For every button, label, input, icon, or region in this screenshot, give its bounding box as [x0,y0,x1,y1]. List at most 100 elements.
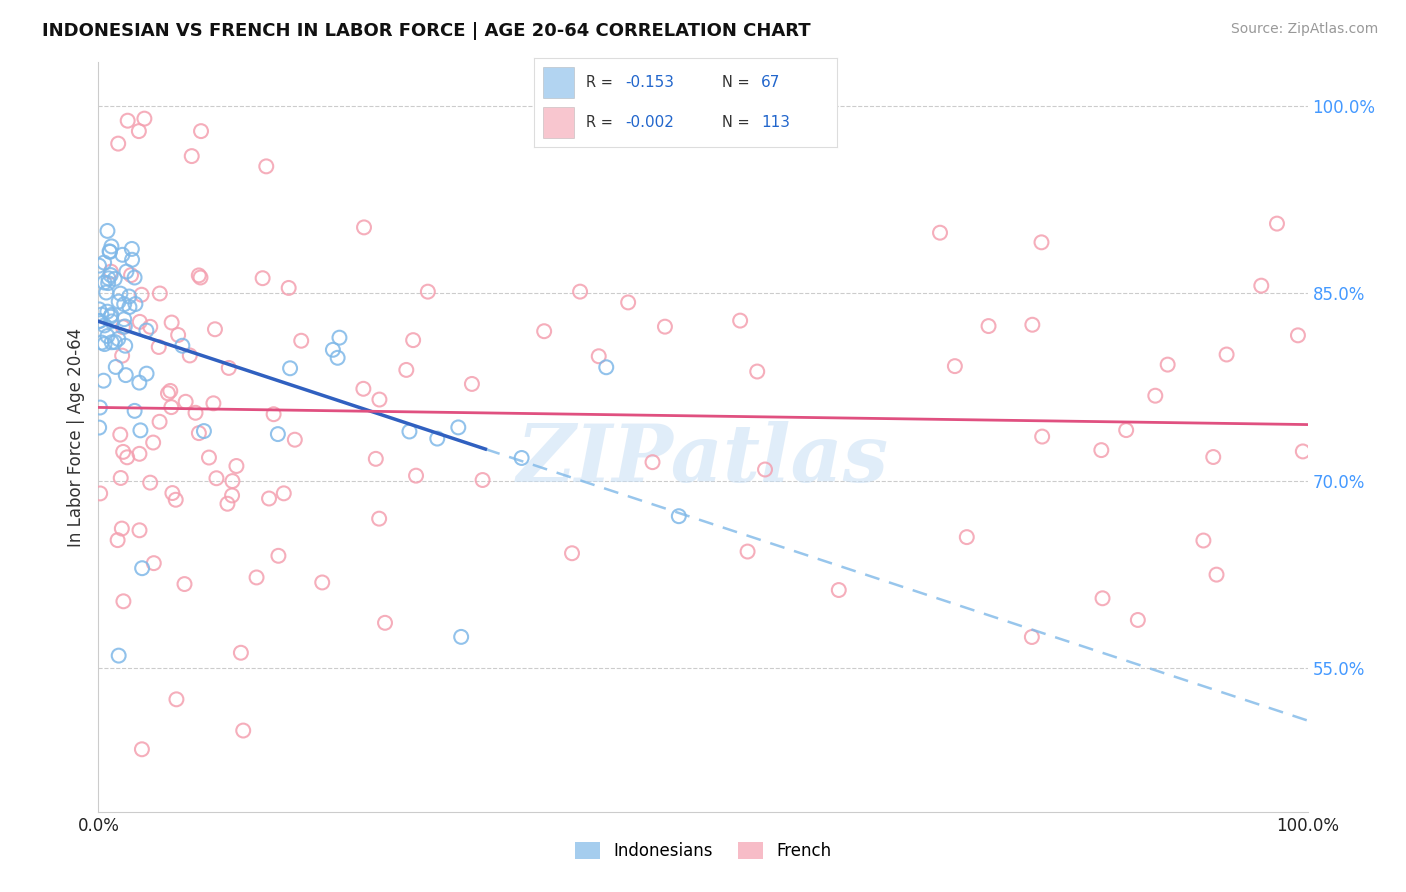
Point [93,276,115,290]
Point [112,445,135,459]
Point [93,255,115,269]
Point [1250,278,1272,293]
Point [100,310,122,324]
Point [87,314,110,328]
Point [1215,347,1237,361]
Point [89,314,111,328]
Point [754,462,776,476]
Point [134,112,156,126]
Point [111,522,134,536]
Point [190,124,212,138]
FancyBboxPatch shape [543,107,574,138]
Point [290,334,312,348]
Point [112,594,135,608]
Point [263,407,285,421]
Point [156,386,179,401]
Point [405,468,427,483]
Point [1265,217,1288,231]
Text: N =: N = [721,115,749,130]
Point [232,723,254,738]
Point [225,458,247,473]
Point [254,160,277,174]
Point [179,348,201,362]
Point [98,244,121,259]
Point [1292,444,1315,458]
Point [205,471,228,485]
Point [398,425,420,439]
Point [139,475,162,490]
Point [257,491,280,506]
Point [100,314,122,328]
Point [117,113,139,128]
Point [128,376,150,390]
Point [100,308,122,322]
Point [510,450,533,465]
Point [184,406,207,420]
Point [142,556,165,570]
Text: Source: ZipAtlas.com: Source: ZipAtlas.com [1230,22,1378,37]
Text: -0.153: -0.153 [624,75,673,90]
Point [139,319,162,334]
Point [135,324,157,338]
Text: ZIPatlas: ZIPatlas [517,421,889,499]
Point [159,384,181,398]
Point [1205,567,1227,582]
Point [267,427,290,442]
Point [104,359,127,374]
Point [162,486,184,500]
FancyBboxPatch shape [543,67,574,98]
Point [107,648,129,663]
Point [115,450,138,465]
Point [104,272,127,286]
Point [160,400,183,414]
Point [187,268,209,283]
Point [364,451,387,466]
Point [167,328,190,343]
Point [110,286,132,301]
Point [148,340,170,354]
Point [174,394,197,409]
Point [124,270,146,285]
Point [1202,450,1225,464]
Point [129,423,152,437]
Point [1031,429,1053,443]
Point [148,415,170,429]
Point [1286,328,1309,343]
Point [654,319,676,334]
Point [160,316,183,330]
Point [1115,423,1137,437]
Point [217,497,239,511]
Point [533,324,555,338]
Point [943,359,966,373]
Point [447,420,470,434]
Point [311,575,333,590]
Y-axis label: In Labor Force | Age 20-64: In Labor Force | Age 20-64 [66,327,84,547]
Point [124,297,146,311]
Point [100,268,122,282]
Point [747,365,769,379]
Point [93,374,115,388]
Point [110,471,132,485]
Point [128,315,150,329]
Point [461,376,484,391]
Point [107,294,129,309]
Point [112,312,135,326]
Point [111,349,134,363]
Point [128,447,150,461]
Point [352,382,374,396]
Point [277,281,299,295]
Point [131,561,153,575]
Point [100,335,122,350]
Point [114,368,136,383]
Point [284,433,307,447]
Point [416,285,439,299]
Point [426,432,449,446]
Point [1031,235,1053,250]
Point [1192,533,1215,548]
Point [588,349,610,363]
Point [828,582,851,597]
Point [326,351,349,365]
Point [198,450,221,465]
Point [173,577,195,591]
Point [97,276,120,290]
